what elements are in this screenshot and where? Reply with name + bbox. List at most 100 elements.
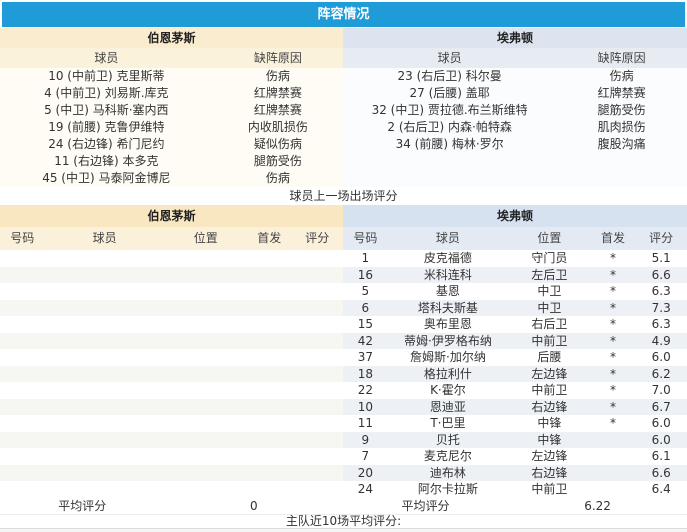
starter-mark [591,481,636,498]
player-name: 阿尔卡拉斯 [417,482,478,496]
player-number [0,366,45,383]
player-rating [292,366,343,383]
absence-column-header-home: 球员 缺阵原因 [0,48,343,68]
ratings-section-title: 球员上一场出场评分 [0,187,687,205]
rating-row: 6 塔科夫斯基 中卫 * 7.3 [343,299,687,316]
player-rating [292,448,343,465]
starter-mark [247,316,292,333]
absence-row: 27 (后腰) 盖耶 红牌禁赛 [343,85,687,102]
player-rating: 7.0 [651,383,671,397]
starter-mark: * [610,383,617,397]
starter-mark [247,349,292,366]
starter-mark: * [610,416,617,430]
rating-row [0,299,343,317]
ratings-rows-home [0,250,343,498]
player-rating: 6.2 [651,366,671,381]
player-position: 守门员 [531,251,568,265]
rating-row [0,316,343,333]
starter-mark [247,267,292,284]
player-name: 恩迪亚 [429,399,466,414]
absent-player: 45 (中卫) 马泰阿金博尼 [42,171,171,185]
rating-row: 15 奥布里恩 右后卫 * 6.3 [343,316,687,333]
player-name: T·巴里 [430,416,466,430]
player-number [0,399,45,416]
player-number [0,267,45,284]
absence-reason: 伤病 [265,69,290,83]
starter-mark [247,415,292,432]
ratings-section: 伯恩茅斯 号码 球员 位置 首发 评分 平均评分 0 埃弗顿 号码 球员 位置 … [0,205,687,514]
player-name [45,283,165,300]
away-team-name: 埃弗顿 [343,205,687,227]
player-position: 右边锋 [531,465,568,480]
player-number: 18 [357,366,373,381]
player-name: 贝托 [435,432,460,447]
player-rating: 6.0 [651,416,671,430]
absence-section: 伯恩茅斯 球员 缺阵原因 10 (中前卫) 克里斯蒂 伤病 4 (中前卫) 刘易斯.… [0,28,687,187]
player-position [165,250,247,267]
player-position [165,333,247,350]
column-position: 位置 [193,231,218,245]
player-name [45,300,165,317]
absence-column-header-away: 球员 缺阵原因 [343,48,687,68]
player-name: 蒂姆·伊罗格布纳 [404,333,492,348]
absence-reason: 红牌禁赛 [597,86,646,100]
player-position: 右边锋 [531,399,568,414]
absent-player: 11 (右边锋) 本多克 [54,154,159,168]
player-rating: 5.1 [651,251,671,265]
average-rating-row-away: 平均评分 6.22 [343,497,687,514]
player-rating [292,465,343,482]
player-rating [292,415,343,432]
player-name [45,382,165,399]
column-rating: 评分 [305,231,330,245]
ratings-rows-away: 1 皮克福德 守门员 * 5.1 16 米科连科 左后卫 * 6.6 5 基恩 中卫 * 6.3 6 塔科夫斯基… [343,250,687,498]
player-position [165,415,247,432]
player-position: 左边锋 [531,366,568,381]
bottom-strip [0,527,687,532]
player-rating [292,250,343,267]
player-name [45,267,165,284]
player-position: 左边锋 [531,449,568,463]
player-name [45,349,165,366]
starter-mark [247,333,292,350]
away-team-name: 埃弗顿 [343,28,687,48]
starter-mark: * [610,317,617,331]
player-rating: 6.0 [651,350,671,364]
rating-row [0,349,343,366]
player-rating [292,481,343,498]
absent-player: 32 (中卫) 贾拉德.布兰斯维特 [371,103,528,117]
average-rating-label: 平均评分 [401,498,450,513]
absence-row: 32 (中卫) 贾拉德.布兰斯维特 腿筋受伤 [343,102,687,119]
player-number: 7 [361,449,370,463]
rating-row: 42 蒂姆·伊罗格布纳 中前卫 * 4.9 [343,332,687,349]
home-team-name: 伯恩茅斯 [0,28,343,48]
player-number [0,481,45,498]
rating-row [0,448,343,465]
rating-row [0,464,343,482]
player-number: 20 [357,465,373,480]
rating-row [0,365,343,383]
absent-player: 23 (右后卫) 科尔曼 [397,69,502,83]
player-rating: 6.1 [651,449,671,463]
player-rating: 6.0 [651,432,671,447]
absent-player: 2 (右后卫) 内森·帕特森 [387,120,512,134]
starter-mark [247,481,292,498]
rating-row [0,431,343,448]
absence-reason: 红牌禁赛 [253,103,302,117]
player-name [45,250,165,267]
starter-mark: * [610,350,617,364]
starter-mark [591,432,636,449]
player-position: 中卫 [537,284,562,298]
player-number [0,465,45,482]
player-name: 皮克福德 [423,251,472,265]
absence-reason: 内收肌损伤 [247,120,308,134]
absence-row: 19 (前腰) 克鲁伊维特 内收肌损伤 [0,119,343,136]
player-number [0,250,45,267]
absence-row: 10 (中前卫) 克里斯蒂 伤病 [0,68,343,85]
home-team-name: 伯恩茅斯 [0,205,343,227]
rating-row: 9 贝托 中锋 6.0 [343,431,687,449]
ratings-column-header-home: 号码 球员 位置 首发 评分 [0,227,343,250]
player-name [45,465,165,482]
player-position [165,382,247,399]
rating-row: 22 K·霍尔 中前卫 * 7.0 [343,382,687,399]
absent-player: 24 (右边锋) 希门尼约 [48,137,165,151]
